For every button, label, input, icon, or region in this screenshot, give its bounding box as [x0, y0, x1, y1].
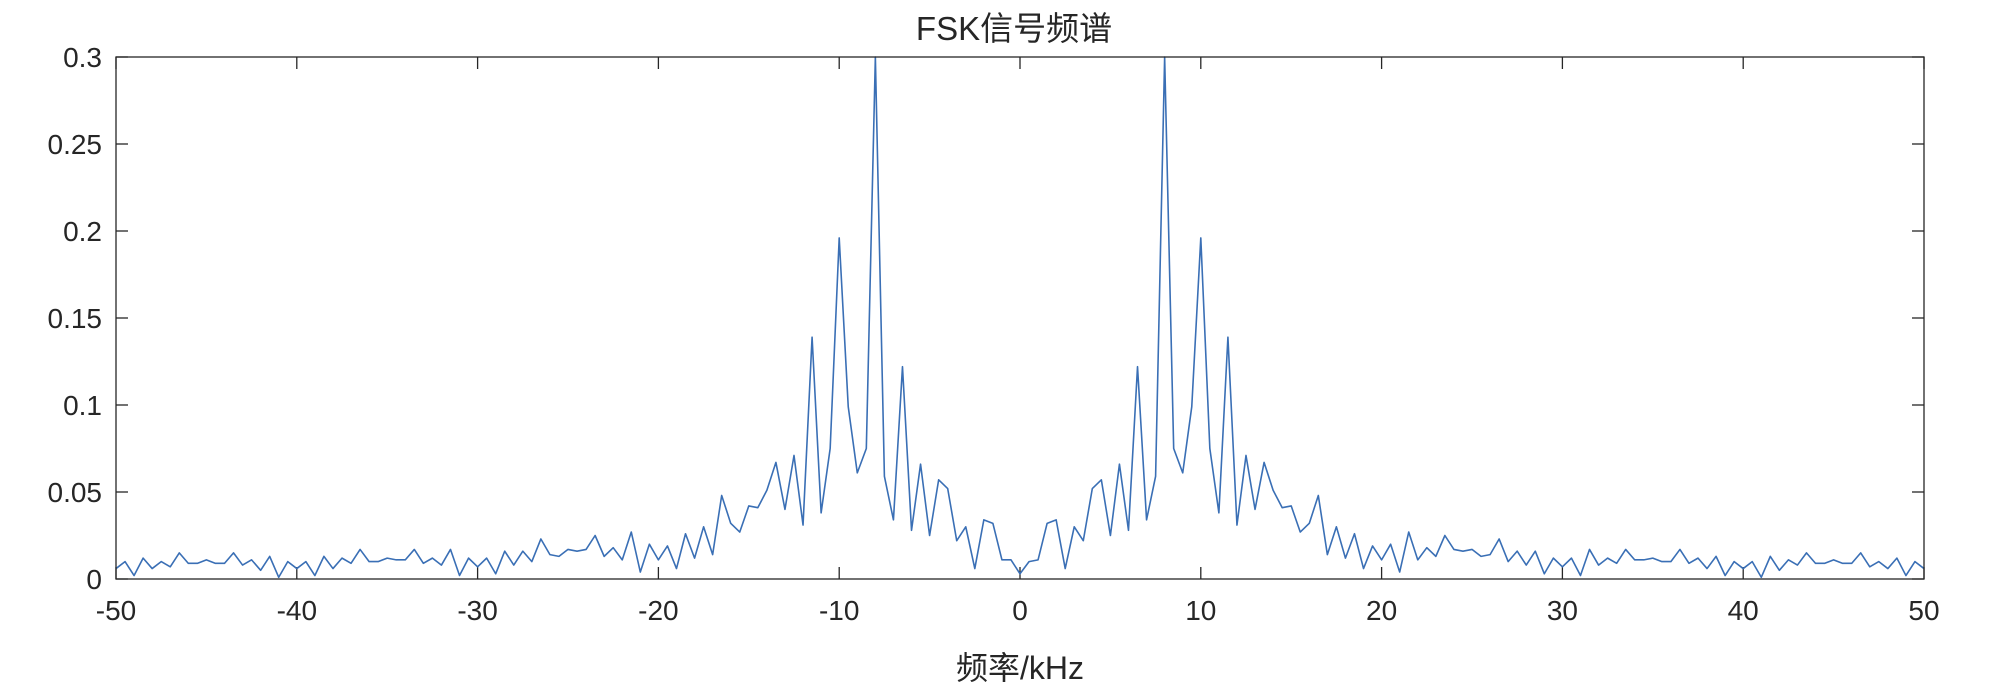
x-tick-label: 50 [1908, 595, 1939, 626]
y-tick-label: 0.3 [63, 42, 102, 73]
x-axis-label: 频率/kHz [956, 650, 1084, 686]
x-tick-label: 30 [1547, 595, 1578, 626]
x-tick-label: 10 [1185, 595, 1216, 626]
plot-background [116, 57, 1924, 579]
x-tick-label: 0 [1012, 595, 1028, 626]
y-tick-label: 0.25 [48, 129, 103, 160]
x-tick-label: 20 [1366, 595, 1397, 626]
y-tick-label: 0.2 [63, 216, 102, 247]
x-tick-label: -50 [96, 595, 136, 626]
x-tick-label: -10 [819, 595, 859, 626]
axes-box [115, 56, 1925, 580]
plot-area: -50 -40 -30 -20 -10 0 10 20 30 40 50 00.050.10.150… [48, 42, 1940, 626]
chart-title: FSK信号频谱 [916, 10, 1112, 47]
x-tick-label: -40 [277, 595, 317, 626]
y-tick-label: 0.05 [48, 477, 103, 508]
x-tick-label: 40 [1728, 595, 1759, 626]
spectrum-series-line [115, 56, 1925, 579]
x-tick-label: -20 [638, 595, 678, 626]
x-tick-label: -30 [457, 595, 497, 626]
y-tick-label: 0.1 [63, 390, 102, 421]
y-tick-label: 0.15 [48, 303, 103, 334]
y-tick-label: 0 [86, 564, 102, 595]
x-tick-labels: -50 -40 -30 -20 -10 0 10 20 30 40 50 [96, 595, 1940, 626]
y-tick-labels: 0 0.05 0.1 0.15 0.2 0.25 0.3 [48, 42, 103, 595]
